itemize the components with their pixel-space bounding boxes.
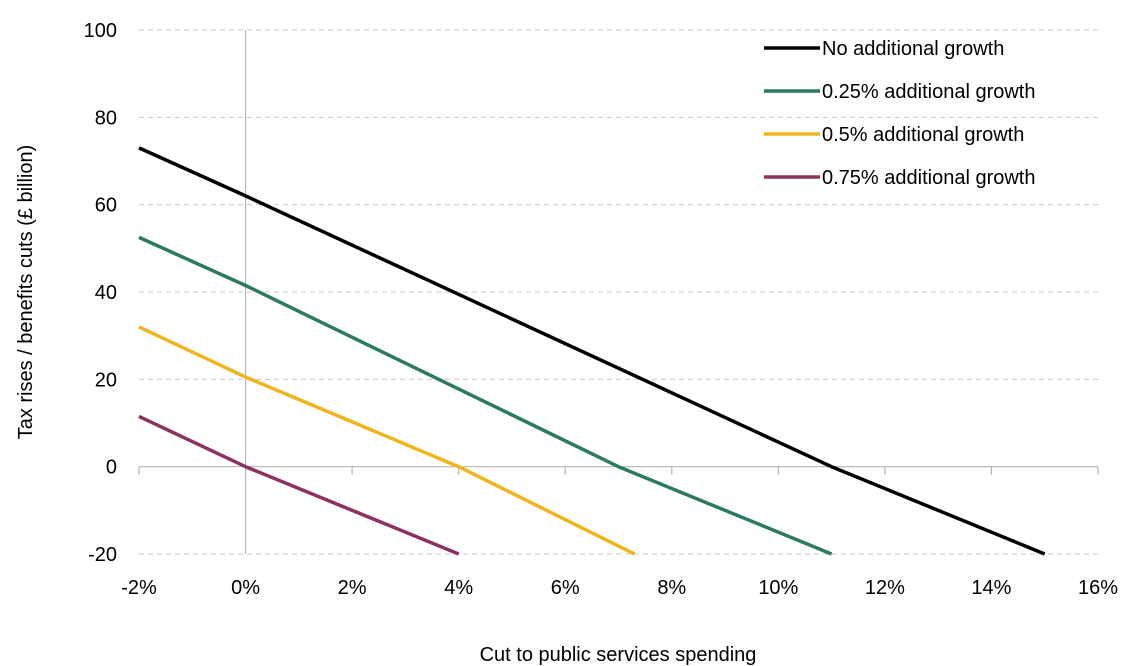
y-tick-label: 80 (95, 107, 117, 129)
legend: No additional growth 0.25% additional gro… (764, 38, 1035, 189)
y-tick-label: 0 (106, 457, 117, 479)
y-tick-label: 20 (95, 369, 117, 391)
series-lines (138, 146, 1046, 556)
legend-label: 0.75% additional growth (822, 167, 1035, 189)
x-tick-label: 6% (551, 577, 580, 599)
x-tick-label: -2% (121, 577, 157, 599)
y-axis-title: Tax rises / benefits cuts (£ billion) (15, 145, 37, 440)
y-tick-label: 100 (84, 20, 117, 42)
x-tick-label: 2% (338, 577, 367, 599)
x-axis-title: Cut to public services spending (480, 644, 757, 666)
y-tick-label: 60 (95, 195, 117, 217)
x-tick-label: 0% (231, 577, 260, 599)
x-tick-label: 14% (971, 577, 1011, 599)
series-line-1 (138, 146, 1046, 556)
tick-labels: -20 0 20 40 60 80 100 -2% 0% 2% 4% 6% 8% 10% 12% 14% 16% (84, 20, 1119, 599)
legend-label: 0.5% additional growth (822, 124, 1024, 146)
x-tick-label: 16% (1078, 577, 1118, 599)
x-tick-label: 12% (865, 577, 905, 599)
y-tick-label: 40 (95, 282, 117, 304)
legend-label: No additional growth (822, 38, 1004, 60)
gridlines (139, 29, 1098, 555)
x-tick-label: 10% (758, 577, 798, 599)
series-line-4 (138, 414, 460, 556)
x-tick-label: 4% (444, 577, 473, 599)
series-line-3 (138, 325, 636, 556)
legend-label: 0.25% additional growth (822, 81, 1035, 103)
series-line-2 (138, 235, 833, 556)
y-tick-label: -20 (88, 544, 117, 566)
x-tick-label: 8% (657, 577, 686, 599)
